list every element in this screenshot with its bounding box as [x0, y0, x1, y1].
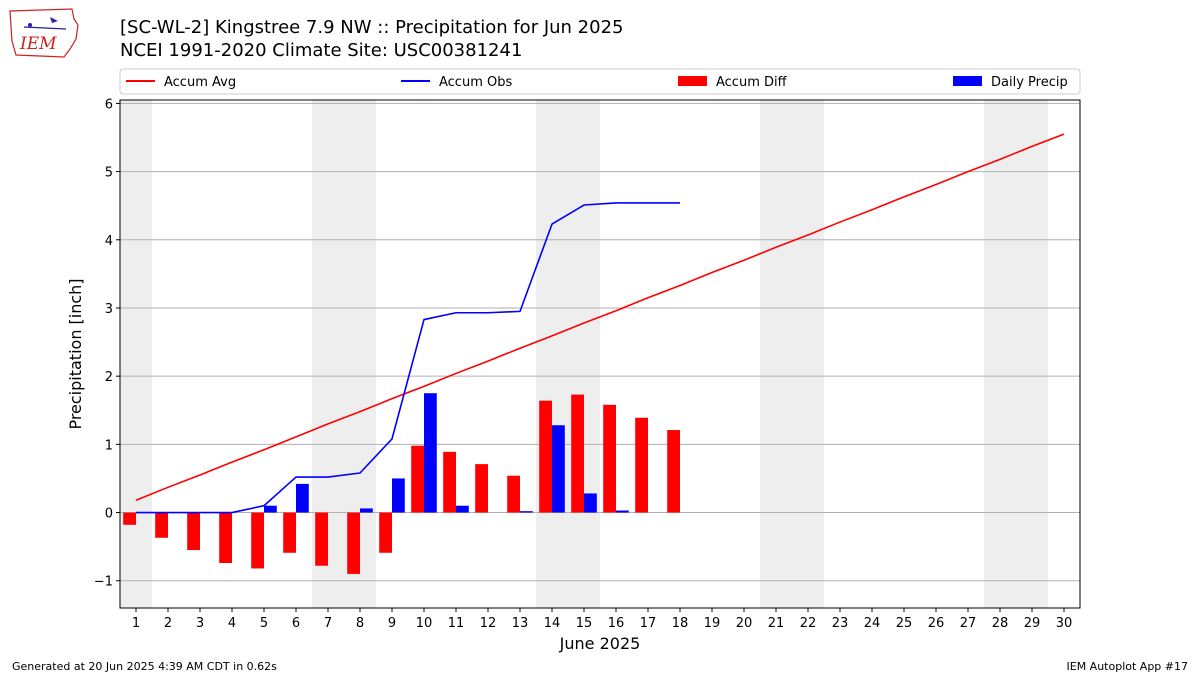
legend-accum-diff-swatch [678, 76, 707, 86]
daily-precip-bar [392, 478, 405, 513]
x-axis-label: June 2025 [559, 634, 641, 653]
daily-precip-bar [456, 505, 469, 513]
daily-precip-bar [360, 508, 373, 513]
x-tick-label: 28 [992, 616, 1009, 631]
legend-accum-diff-label: Accum Diff [716, 75, 788, 90]
legend-daily-precip-swatch [953, 76, 982, 86]
accum-diff-bar [571, 394, 584, 513]
accum-diff-bar [507, 475, 520, 513]
x-tick-label: 14 [544, 616, 561, 631]
accum-diff-bar [539, 400, 552, 513]
x-tick-label: 13 [512, 616, 529, 631]
legend-box [119, 68, 1081, 95]
x-tick-label: 19 [704, 616, 721, 631]
y-tick-label: 3 [105, 302, 113, 317]
x-tick-label: 29 [1024, 616, 1041, 631]
x-tick-label: 9 [388, 616, 396, 631]
plot-frame [119, 99, 1081, 609]
y-tick-label: −1 [94, 575, 113, 590]
app-credit: IEM Autoplot App #17 [1066, 660, 1189, 673]
accum-diff-bar [603, 404, 616, 513]
x-tick-label: 30 [1056, 616, 1073, 631]
accum-diff-bar [315, 512, 328, 566]
accum-diff-bar [475, 464, 488, 513]
x-tick-label: 22 [800, 616, 817, 631]
weekend-band [120, 100, 152, 608]
x-tick-label: 20 [736, 616, 753, 631]
x-tick-label: 27 [960, 616, 977, 631]
y-tick-label: 0 [105, 507, 113, 522]
x-tick-label: 8 [356, 616, 364, 631]
daily-precip-bar [520, 511, 533, 513]
generated-timestamp: Generated at 20 Jun 2025 4:39 AM CDT in … [12, 660, 277, 673]
x-tick-label: 15 [576, 616, 593, 631]
accum-avg-line [135, 133, 1065, 502]
x-tick-label: 7 [324, 616, 332, 631]
legend: Accum Avg Accum Obs Accum Diff Daily Precip [119, 68, 1081, 95]
accum-diff-bar [379, 512, 392, 553]
x-tick-label: 23 [832, 616, 849, 631]
logo-text: IEM [19, 34, 57, 54]
daily-precip-bar [616, 510, 629, 513]
x-tick-label: 26 [928, 616, 945, 631]
x-tick-label: 2 [164, 616, 172, 631]
iem-logo: IEM [6, 5, 82, 63]
daily-precip-bar [584, 493, 597, 513]
y-axis-label: Precipitation [inch] [66, 278, 85, 429]
daily-precip-bar [424, 393, 437, 513]
accum-obs-line [136, 202, 680, 514]
x-tick-label: 1 [132, 616, 140, 631]
accum-diff-bar [219, 512, 232, 563]
x-tick-label: 25 [896, 616, 913, 631]
accum-diff-bar [283, 512, 296, 553]
legend-accum-avg-label: Accum Avg [164, 75, 236, 90]
chart-subtitle: NCEI 1991-2020 Climate Site: USC00381241 [120, 40, 523, 61]
accum-diff-bar [123, 512, 136, 525]
y-tick-label: 1 [105, 438, 113, 453]
x-tick-label: 10 [416, 616, 433, 631]
accum-diff-bar [411, 445, 424, 513]
weekend-band [984, 100, 1048, 608]
y-tick-label: 6 [105, 97, 113, 112]
x-tick-label: 18 [672, 616, 689, 631]
x-tick-label: 3 [196, 616, 204, 631]
y-tick-label: 5 [105, 166, 113, 181]
x-tick-label: 5 [260, 616, 268, 631]
x-tick-label: 21 [768, 616, 785, 631]
x-tick-label: 6 [292, 616, 300, 631]
x-tick-label: 12 [480, 616, 497, 631]
chart-title: [SC-WL-2] Kingstree 7.9 NW :: Precipitat… [120, 17, 624, 38]
x-tick-label: 11 [448, 616, 465, 631]
legend-accum-obs-label: Accum Obs [439, 75, 512, 90]
y-tick-label: 2 [105, 370, 113, 385]
y-tick-label: 4 [105, 234, 113, 249]
accum-diff-bar [347, 512, 360, 574]
legend-daily-precip-label: Daily Precip [991, 75, 1068, 90]
weekend-band [760, 100, 824, 608]
x-tick-label: 17 [640, 616, 657, 631]
accum-diff-bar [251, 512, 264, 569]
x-tick-label: 4 [228, 616, 236, 631]
daily-precip-bar [552, 425, 565, 513]
accum-diff-bar [667, 430, 680, 513]
x-tick-label: 16 [608, 616, 625, 631]
daily-precip-bar [264, 505, 277, 513]
daily-precip-bar [296, 483, 309, 513]
accum-diff-bar [187, 512, 200, 551]
weekend-band [536, 100, 600, 608]
accum-diff-bar [635, 417, 648, 513]
accum-diff-bar [155, 512, 168, 538]
accum-diff-bar [443, 451, 456, 513]
x-tick-label: 24 [864, 616, 881, 631]
